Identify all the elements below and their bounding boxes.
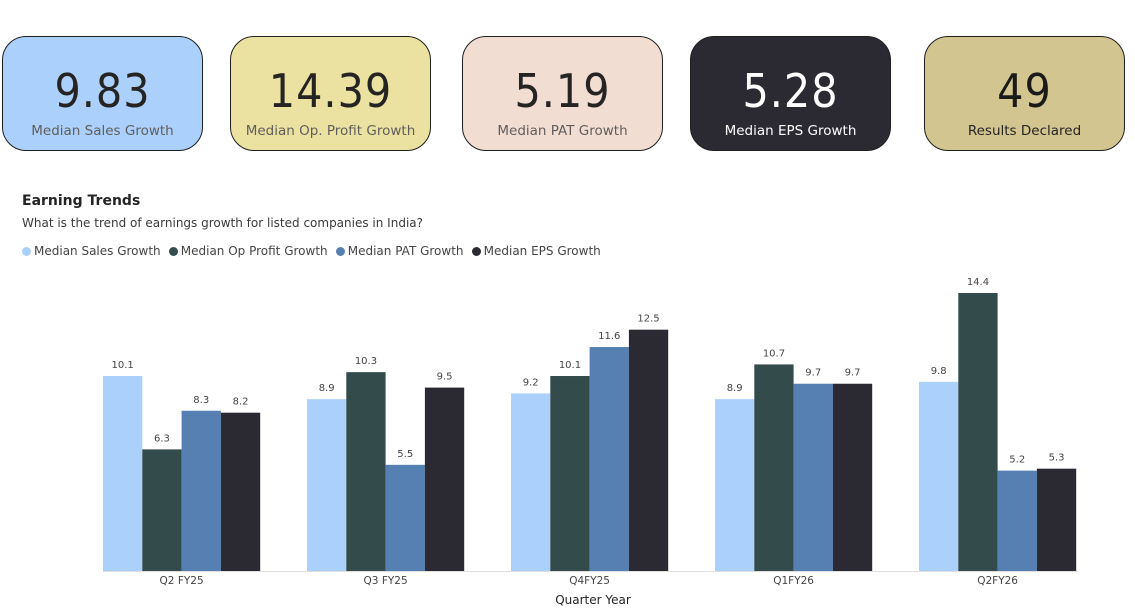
bar-op-profit-growth[interactable] bbox=[346, 372, 386, 571]
bar-pat-growth[interactable] bbox=[181, 410, 221, 571]
legend-dot-icon bbox=[335, 247, 345, 256]
kpi-label: Results Declared bbox=[967, 123, 1082, 139]
bar-pat-growth[interactable] bbox=[589, 347, 629, 571]
legend-dot-icon bbox=[471, 247, 481, 256]
bar-pat-growth[interactable] bbox=[793, 383, 833, 571]
kpi-value: 49 bbox=[997, 64, 1052, 118]
kpi-value: 14.39 bbox=[268, 64, 393, 118]
data-label: 8.3 bbox=[193, 395, 209, 406]
bar-pat-growth[interactable] bbox=[997, 470, 1037, 571]
data-label: 9.7 bbox=[845, 368, 861, 379]
data-label: 11.6 bbox=[598, 331, 620, 342]
bar-pat-growth[interactable] bbox=[385, 464, 425, 571]
data-label: 8.2 bbox=[233, 397, 249, 408]
bar-eps-growth[interactable] bbox=[832, 383, 873, 571]
kpi-value: 5.19 bbox=[514, 64, 611, 118]
legend-label: Median Sales Growth bbox=[34, 244, 161, 258]
legend-item-pat-growth[interactable]: Median PAT Growth bbox=[335, 242, 464, 260]
data-label: 10.7 bbox=[763, 348, 785, 359]
legend-label: Median Op Profit Growth bbox=[180, 244, 328, 258]
data-label: 9.2 bbox=[523, 377, 539, 388]
data-label: 8.9 bbox=[727, 383, 743, 394]
legend-item-sales-growth[interactable]: Median Sales Growth bbox=[22, 242, 161, 260]
bar-op-profit-growth[interactable] bbox=[550, 376, 590, 571]
x-axis-title: Quarter Year bbox=[555, 593, 631, 607]
bar-sales-growth[interactable] bbox=[103, 376, 143, 571]
chart-subtitle: What is the trend of earnings growth for… bbox=[22, 216, 423, 230]
data-label: 10.1 bbox=[559, 360, 581, 371]
data-label: 5.3 bbox=[1049, 453, 1065, 464]
legend-item-eps-growth[interactable]: Median EPS Growth bbox=[471, 242, 601, 260]
x-tick-label: Q1FY26 bbox=[773, 575, 814, 587]
legend-dot-icon bbox=[22, 247, 31, 256]
kpi-label: Median PAT Growth bbox=[497, 123, 628, 139]
bar-eps-growth[interactable] bbox=[1036, 468, 1077, 571]
data-label: 6.3 bbox=[154, 433, 170, 444]
bar-sales-growth[interactable] bbox=[919, 381, 959, 571]
bar-op-profit-growth[interactable] bbox=[754, 364, 794, 571]
chart-title: Earning Trends bbox=[22, 193, 141, 209]
legend-item-op-profit-growth[interactable]: Median Op Profit Growth bbox=[168, 242, 328, 260]
bar-op-profit-growth[interactable] bbox=[142, 449, 182, 571]
bar-eps-growth[interactable] bbox=[424, 387, 465, 571]
data-label: 14.4 bbox=[967, 277, 989, 288]
data-label: 12.5 bbox=[637, 314, 659, 325]
kpi-value: 9.83 bbox=[54, 64, 151, 118]
legend-label: Median PAT Growth bbox=[347, 244, 464, 258]
kpi-card-op-profit-growth[interactable]: 14.39 Median Op. Profit Growth bbox=[230, 36, 431, 151]
bar-eps-growth[interactable] bbox=[220, 412, 261, 571]
x-tick-label: Q2FY26 bbox=[977, 575, 1018, 587]
kpi-label: Median Op. Profit Growth bbox=[245, 123, 416, 139]
chart-legend: Median Sales Growth Median Op Profit Gro… bbox=[22, 240, 604, 258]
bar-sales-growth[interactable] bbox=[307, 399, 347, 571]
x-tick-label: Q2 FY25 bbox=[160, 575, 204, 587]
data-label: 9.8 bbox=[931, 366, 947, 377]
data-label: 10.3 bbox=[355, 356, 377, 367]
data-label: 5.5 bbox=[397, 449, 413, 460]
kpi-value: 5.28 bbox=[742, 64, 839, 118]
bar-sales-growth[interactable] bbox=[511, 393, 551, 571]
bar-op-profit-growth[interactable] bbox=[958, 293, 998, 571]
x-tick-label: Q4FY25 bbox=[569, 575, 610, 587]
kpi-label: Median Sales Growth bbox=[31, 123, 174, 139]
data-label: 10.1 bbox=[112, 360, 134, 371]
legend-dot-icon bbox=[168, 247, 178, 256]
data-label: 8.9 bbox=[319, 383, 335, 394]
kpi-card-sales-growth[interactable]: 9.83 Median Sales Growth bbox=[2, 36, 203, 151]
legend-label: Median EPS Growth bbox=[483, 244, 601, 258]
bar-sales-growth[interactable] bbox=[715, 399, 755, 571]
x-tick-label: Q3 FY25 bbox=[364, 575, 408, 587]
data-label: 9.7 bbox=[805, 368, 821, 379]
kpi-card-results-declared[interactable]: 49 Results Declared bbox=[924, 36, 1125, 151]
data-label: 9.5 bbox=[437, 372, 453, 383]
data-label: 5.2 bbox=[1009, 455, 1025, 466]
bar-eps-growth[interactable] bbox=[628, 329, 669, 571]
kpi-card-pat-growth[interactable]: 5.19 Median PAT Growth bbox=[462, 36, 663, 151]
kpi-label: Median EPS Growth bbox=[724, 123, 857, 139]
kpi-card-eps-growth[interactable]: 5.28 Median EPS Growth bbox=[690, 36, 891, 151]
